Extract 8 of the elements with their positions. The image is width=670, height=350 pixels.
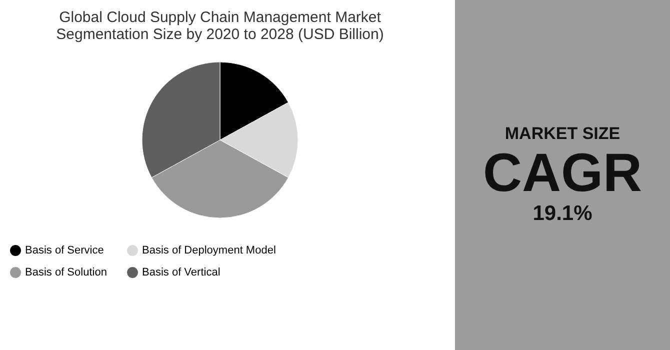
legend-label: Basis of Solution [25,266,107,278]
text: MARKET SIZE [504,124,620,144]
legend-label: Basis of Service [25,244,104,257]
text: CAGR [483,143,642,203]
chart-title: Global Cloud Supply Chain Management Market Segmentation Size by 2020 to 2028 (USD Billion) [56,9,384,43]
legend-label: Basis of Vertical [142,266,220,278]
legend-label: Basis of Deployment Model [142,244,276,257]
text: 19.1% [532,202,592,226]
